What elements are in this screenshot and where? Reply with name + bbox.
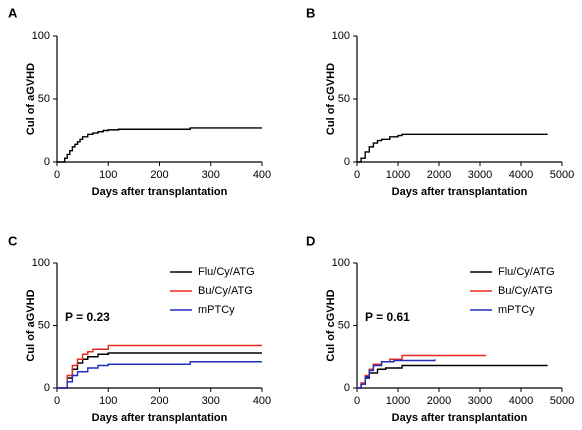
series-line <box>357 364 548 389</box>
y-tick-label: 0 <box>344 156 350 168</box>
panel-letter: C <box>8 233 18 248</box>
x-tick-label: 200 <box>150 169 168 181</box>
x-tick-label: 5000 <box>550 395 574 407</box>
y-tick-label: 100 <box>32 30 50 42</box>
x-axis-title: Days after transplantation <box>92 412 228 424</box>
x-tick-label: 1000 <box>386 169 410 181</box>
x-tick-label: 0 <box>54 395 60 407</box>
panel-letter: A <box>8 5 18 20</box>
x-tick-label: 2000 <box>427 395 451 407</box>
series-line <box>57 361 262 389</box>
y-tick-label: 50 <box>338 93 350 105</box>
y-tick-label: 100 <box>32 257 50 269</box>
x-axis-title: Days after transplantation <box>92 186 228 198</box>
x-tick-label: 1000 <box>386 395 410 407</box>
x-tick-label: 4000 <box>509 169 533 181</box>
annotation: P = 0.23 <box>65 310 110 324</box>
y-tick-label: 0 <box>44 382 50 394</box>
x-tick-label: 5000 <box>550 169 574 181</box>
y-axis-title: Cul of aGVHD <box>25 289 37 361</box>
panel-letter: D <box>306 233 315 248</box>
y-tick-label: 100 <box>332 30 350 42</box>
x-tick-label: 3000 <box>468 169 492 181</box>
x-axis-title: Days after transplantation <box>392 186 528 198</box>
x-tick-label: 400 <box>253 395 271 407</box>
x-tick-label: 2000 <box>427 169 451 181</box>
y-tick-label: 50 <box>338 319 350 331</box>
y-tick-label: 100 <box>332 257 350 269</box>
series-line <box>57 344 262 389</box>
panel-letter: B <box>306 5 315 20</box>
x-tick-label: 3000 <box>468 395 492 407</box>
x-tick-label: 200 <box>150 395 168 407</box>
x-tick-label: 100 <box>99 169 117 181</box>
y-tick-label: 50 <box>38 93 50 105</box>
y-tick-label: 0 <box>344 382 350 394</box>
x-tick-label: 4000 <box>509 395 533 407</box>
x-tick-label: 0 <box>54 169 60 181</box>
legend-label: mPTCy <box>198 304 235 316</box>
series-line <box>57 127 262 163</box>
x-tick-label: 400 <box>253 169 271 181</box>
legend-label: Bu/Cy/ATG <box>198 285 253 297</box>
x-axis-title: Days after transplantation <box>392 412 528 424</box>
y-axis-title: Cul of cGVHD <box>325 63 337 135</box>
y-tick-label: 50 <box>38 319 50 331</box>
x-tick-label: 300 <box>202 395 220 407</box>
legend-label: Flu/Cy/ATG <box>198 266 255 278</box>
x-tick-label: 300 <box>202 169 220 181</box>
legend-label: Flu/Cy/ATG <box>498 266 555 278</box>
annotation: P = 0.61 <box>365 310 410 324</box>
x-tick-label: 0 <box>354 395 360 407</box>
legend-label: mPTCy <box>498 304 535 316</box>
y-tick-label: 0 <box>44 156 50 168</box>
x-tick-label: 0 <box>354 169 360 181</box>
x-tick-label: 100 <box>99 395 117 407</box>
y-axis-title: Cul of aGVHD <box>25 63 37 135</box>
series-line <box>357 359 436 389</box>
legend-label: Bu/Cy/ATG <box>498 285 553 297</box>
y-axis-title: Cul of cGVHD <box>325 289 337 361</box>
series-line <box>357 133 548 163</box>
